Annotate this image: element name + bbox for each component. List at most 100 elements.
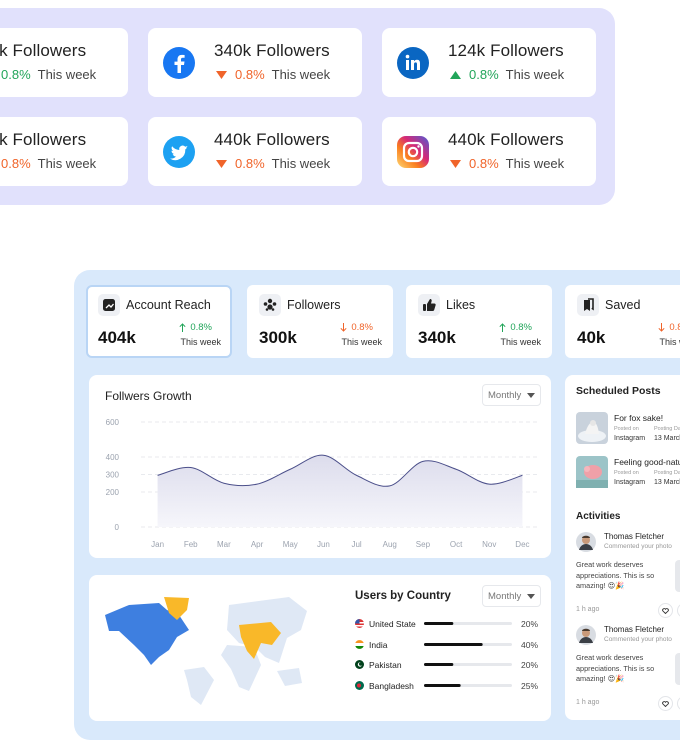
trend-arrow bbox=[450, 70, 461, 79]
change-percent: 0.8% bbox=[190, 322, 212, 333]
stat-value: 404k bbox=[98, 328, 136, 347]
comment-image bbox=[675, 653, 680, 685]
reply-button[interactable] bbox=[677, 603, 680, 618]
social-icon bbox=[397, 47, 429, 79]
period-dropdown[interactable]: Monthly bbox=[482, 384, 541, 406]
stat-icon bbox=[259, 294, 281, 316]
country-name: Pakistan bbox=[369, 660, 402, 671]
social-icon bbox=[163, 47, 195, 79]
country-bar-chart bbox=[424, 642, 512, 646]
country-bar bbox=[424, 684, 461, 688]
followers-count: 40k Followers bbox=[0, 130, 87, 149]
followers-count: 340k Followers bbox=[214, 41, 330, 60]
country-bar bbox=[424, 642, 483, 646]
change-percent: 0.8% bbox=[235, 156, 265, 171]
country-bar bbox=[424, 663, 454, 667]
post-date: 13 March bbox=[654, 435, 680, 442]
country-percent: 25% bbox=[520, 681, 538, 692]
area-fill bbox=[157, 455, 523, 527]
change-row: 0.8% This week bbox=[450, 67, 564, 82]
stat-card[interactable]: Account Reach 404k 0.8% This week bbox=[86, 285, 232, 358]
country-flag bbox=[355, 660, 364, 670]
x-tick-label: May bbox=[283, 540, 298, 549]
country-bar-chart bbox=[424, 622, 512, 625]
user-name: Thomas Fletcher bbox=[604, 625, 665, 634]
time-ago: 1 h ago bbox=[576, 699, 600, 706]
y-tick-label: 400 bbox=[106, 453, 120, 462]
user-action: Commented your photo bbox=[604, 636, 672, 643]
y-tick-label: 200 bbox=[106, 488, 120, 497]
followers-count: 440k Followers bbox=[448, 130, 564, 149]
country-percent: 40% bbox=[520, 639, 538, 650]
dropdown-label: Monthly bbox=[488, 390, 522, 401]
like-button[interactable] bbox=[658, 696, 673, 711]
posted-label: Posted on bbox=[614, 470, 639, 476]
stat-value: 40k bbox=[577, 328, 606, 347]
stat-icon bbox=[418, 294, 440, 316]
change-period: This week bbox=[505, 156, 565, 171]
trend-arrow bbox=[340, 323, 347, 332]
social-card: 94k Followers 0.8% This week bbox=[0, 28, 128, 97]
reply-button[interactable] bbox=[677, 696, 680, 711]
stat-label: Likes bbox=[446, 298, 476, 312]
change-row: 0.8% This week bbox=[216, 67, 330, 82]
x-tick-label: Jan bbox=[151, 540, 164, 549]
x-tick-label: Sep bbox=[416, 540, 431, 549]
change-percent: 0.8% bbox=[1, 156, 31, 171]
stat-change: 0.8% bbox=[179, 322, 212, 333]
date-label: Posting Date bbox=[654, 426, 680, 432]
stat-card[interactable]: Likes 340k 0.8% This week bbox=[406, 285, 552, 358]
country-name: India bbox=[369, 639, 388, 650]
trend-arrow bbox=[179, 323, 186, 332]
line-chart: 0 200 300 400 600 Jan Feb Mar Apr May Jun Jul Aug Sep… bbox=[106, 418, 539, 549]
comment-image bbox=[675, 560, 680, 592]
x-tick-label: Apr bbox=[251, 540, 264, 549]
user-name: Thomas Fletcher bbox=[604, 532, 665, 541]
stat-label: Followers bbox=[287, 298, 341, 312]
scheduled-title: Scheduled Posts bbox=[576, 385, 661, 397]
x-tick-label: Mar bbox=[217, 540, 231, 549]
country-name: United State bbox=[369, 619, 416, 629]
stat-period: This week bbox=[180, 337, 221, 347]
change-period: This week bbox=[37, 67, 97, 82]
change-percent: 0.8% bbox=[510, 322, 532, 333]
x-tick-label: Nov bbox=[482, 540, 496, 549]
change-percent: 0.8% bbox=[469, 67, 499, 82]
side-card: Scheduled Posts For fox sake! Posted on Ins… bbox=[565, 375, 680, 720]
stat-card[interactable]: Saved 40k 0.8% This week bbox=[565, 285, 680, 358]
growth-line bbox=[157, 454, 523, 487]
like-button[interactable] bbox=[658, 603, 673, 618]
change-percent: 0.8% bbox=[351, 322, 373, 333]
social-card: 40k Followers 0.8% This week bbox=[0, 117, 128, 186]
x-tick-label: Jun bbox=[317, 540, 330, 549]
stat-change: 0.8% bbox=[340, 322, 373, 333]
period-dropdown[interactable]: Monthly bbox=[482, 585, 541, 607]
country-bar bbox=[424, 622, 454, 625]
country-title: Users by Country bbox=[355, 590, 451, 602]
change-period: This week bbox=[505, 67, 565, 82]
stat-icon bbox=[577, 294, 599, 316]
user-avatar bbox=[576, 625, 596, 645]
change-period: This week bbox=[37, 156, 97, 171]
trend-arrow bbox=[216, 70, 227, 79]
x-tick-label: Dec bbox=[515, 540, 529, 549]
user-avatar bbox=[576, 532, 596, 552]
stat-icon bbox=[98, 294, 120, 316]
change-row: 0.8% This week bbox=[0, 67, 96, 82]
country-name: Bangladesh bbox=[369, 681, 414, 692]
social-icon bbox=[163, 136, 195, 168]
stat-period: This week bbox=[341, 337, 382, 347]
date-label: Posting Date bbox=[654, 470, 680, 476]
change-percent: 0.8% bbox=[1, 67, 31, 82]
change-period: This week bbox=[271, 156, 331, 171]
user-action: Commented your photo bbox=[604, 543, 672, 550]
followers-count: 124k Followers bbox=[448, 41, 564, 60]
social-card: 124k Followers 0.8% This week bbox=[382, 28, 596, 97]
trend-arrow bbox=[658, 323, 665, 332]
y-tick-label: 300 bbox=[106, 471, 120, 480]
comment-text: Great work deserves appreciations. This … bbox=[576, 560, 655, 590]
stat-card[interactable]: Followers 300k 0.8% This week bbox=[247, 285, 393, 358]
change-period: This week bbox=[271, 67, 331, 82]
country-percent: 20% bbox=[520, 660, 538, 671]
